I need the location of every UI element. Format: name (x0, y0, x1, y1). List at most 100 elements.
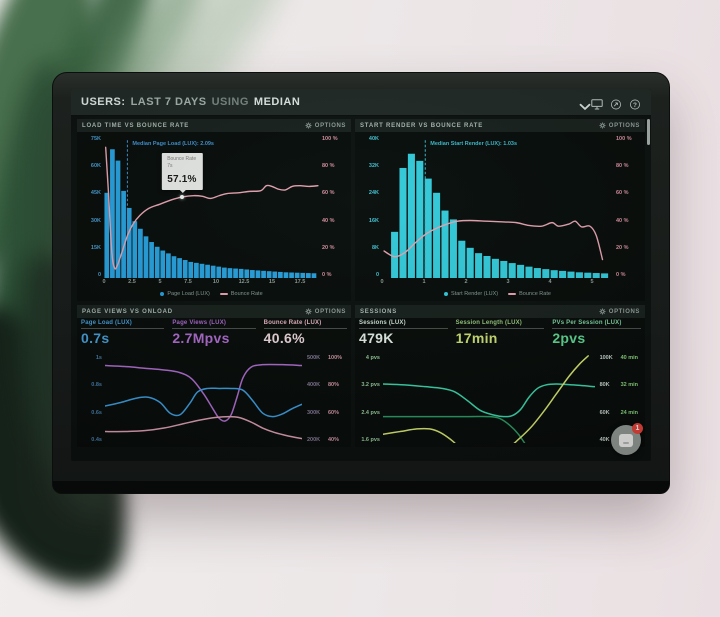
series-line (105, 388, 302, 416)
metric[interactable]: PVs Per Session (LUX) 2pvs (552, 320, 642, 353)
axis-tick: 60% (328, 409, 340, 416)
series-line (383, 416, 531, 443)
legend-item[interactable]: Bounce Rate (219, 290, 263, 297)
metric-value: 479K (359, 330, 394, 346)
gear-icon (305, 308, 312, 315)
panel-title: SESSIONS (360, 308, 398, 315)
axis-tick: 1s (95, 355, 102, 361)
metric[interactable]: Bounce Rate (LUX) 40.6% (263, 320, 347, 353)
scrollbar[interactable] (647, 119, 650, 145)
axis-tick: 24 min (620, 409, 638, 416)
header-metric-selector[interactable]: MEDIAN (253, 96, 301, 108)
series-line (105, 364, 302, 421)
x-axis: 0 2.5 5 7.5 10 12.5 15 17.5 (102, 278, 319, 287)
axis-tick: 15K (90, 244, 101, 251)
series-line (383, 356, 588, 443)
monitor-icon[interactable] (591, 97, 603, 109)
axis-tick: 40K (599, 436, 610, 443)
options-button[interactable]: OPTIONS (599, 122, 640, 129)
median-annotation: Median Page Load (LUX): 2.09s (132, 141, 214, 147)
metric-value: 2pvs (552, 330, 586, 346)
gear-icon (305, 122, 312, 129)
axis-tick: 40 min (620, 355, 638, 361)
panel-page-views: PAGE VIEWS VS ONLOAD OPTIONS Page Load (… (77, 305, 351, 447)
axis-tick: 5 (590, 279, 594, 285)
metric[interactable]: Sessions (LUX) 479K (359, 320, 448, 353)
axis-tick: 60K (599, 409, 610, 416)
panel-title: PAGE VIEWS VS ONLOAD (82, 308, 173, 315)
y-axis-left: 40K 32K 24K 16K 8K 0 (357, 136, 382, 278)
axis-tick: 60 % (322, 190, 335, 197)
chart-plot[interactable] (383, 355, 595, 443)
y-axis-left: 4 pvs 3.2 pvs 2.4 pvs 1.6 pvs (357, 355, 383, 443)
axis-tick: 32K (368, 163, 379, 170)
histogram-bars (104, 149, 317, 278)
axis-tick: 60K (90, 163, 101, 170)
metric-divider (552, 328, 642, 329)
metric-label: Session Length (LUX) (455, 320, 523, 326)
header-joiner: USING (211, 96, 249, 108)
axis-tick: 400K (307, 382, 321, 389)
legend-item[interactable]: Bounce Rate (508, 291, 551, 297)
legend-label: Bounce Rate (230, 290, 263, 297)
legend-marker (508, 292, 517, 295)
bounce-rate-line (106, 147, 318, 269)
legend-item[interactable]: Start Render (LUX) (444, 291, 498, 297)
axis-tick: 2 (464, 279, 468, 285)
legend-label: Start Render (LUX) (451, 290, 499, 297)
share-icon[interactable] (610, 97, 622, 109)
tooltip-label: Bounce Rate (167, 155, 197, 162)
panel-grid: LOAD TIME VS BOUNCE RATE OPTIONS 75K 60K 4… (77, 119, 645, 447)
options-button[interactable]: OPTIONS (599, 308, 640, 315)
median-annotation: Median Start Render (LUX): 1.03s (430, 141, 518, 147)
axis-tick: 7.5 (184, 279, 192, 285)
chart-plot[interactable]: Median Page Load (LUX): 2.09s Bounce Rate… (104, 136, 319, 278)
axis-tick: 0 (380, 279, 384, 285)
notification-badge: 1 (632, 423, 643, 434)
header-date-range[interactable]: LAST 7 DAYS (130, 96, 207, 108)
axis-tick-pair: 80K 32 min (600, 382, 638, 388)
metric-label: Page Load (LUX) (81, 320, 133, 326)
axis-tick-pair: 60K 24 min (600, 410, 638, 416)
metric[interactable]: Session Length (LUX) 17min (455, 320, 545, 353)
series-line (383, 384, 595, 417)
axis-tick: 0 (102, 279, 106, 285)
chevron-down-icon[interactable] (579, 98, 591, 111)
metric-value: 17min (455, 330, 498, 346)
metric-divider (172, 328, 256, 329)
help-icon[interactable]: ? (629, 97, 641, 109)
axis-tick: 16K (368, 217, 379, 224)
metrics-row: Page Load (LUX) 0.7s Page Views (LUX) 2.7Mp… (77, 318, 351, 353)
axis-tick: 500K (307, 355, 321, 361)
metric-value: 2.7Mpvs (172, 330, 230, 346)
tooltip-value: 57.1% (167, 173, 197, 185)
axis-tick: 24K (368, 190, 379, 197)
axis-tick: 4 (548, 279, 552, 285)
axis-tick-pair: 300K 60% (307, 410, 344, 416)
metric-label: Page Views (LUX) (172, 320, 227, 326)
chat-widget[interactable]: 1 (611, 423, 643, 455)
chart-legend: Page Load (LUX) Bounce Rate (104, 287, 319, 300)
legend-label: Bounce Rate (519, 290, 551, 297)
gear-icon (599, 122, 606, 129)
chart-plot[interactable]: Median Start Render (LUX): 1.03s (382, 136, 613, 278)
options-button[interactable]: OPTIONS (305, 308, 346, 315)
axis-tick: 0.8s (91, 382, 102, 389)
axis-tick: 100 % (616, 136, 632, 142)
axis-tick: 3.2 pvs (361, 382, 380, 389)
start-render-chart: 40K 32K 24K 16K 8K 0 Median Start Render (LUX)… (355, 132, 645, 301)
metric-label: Bounce Rate (LUX) (263, 320, 322, 326)
legend-item[interactable]: Page Load (LUX) (160, 291, 210, 297)
axis-tick: 8K (371, 244, 379, 251)
axis-tick: 15 (268, 279, 276, 285)
panel-title: START RENDER VS BOUNCE RATE (360, 122, 484, 129)
tooltip-label: 7s (167, 163, 173, 170)
chart-plot[interactable] (105, 355, 302, 443)
metric-divider (81, 328, 165, 329)
options-button[interactable]: OPTIONS (305, 122, 346, 129)
metric[interactable]: Page Load (LUX) 0.7s (81, 320, 165, 353)
metric-divider (263, 328, 347, 329)
axis-tick: 0 % (616, 271, 626, 278)
metric[interactable]: Page Views (LUX) 2.7Mpvs (172, 320, 256, 353)
axis-tick: 2.5 (128, 279, 136, 285)
